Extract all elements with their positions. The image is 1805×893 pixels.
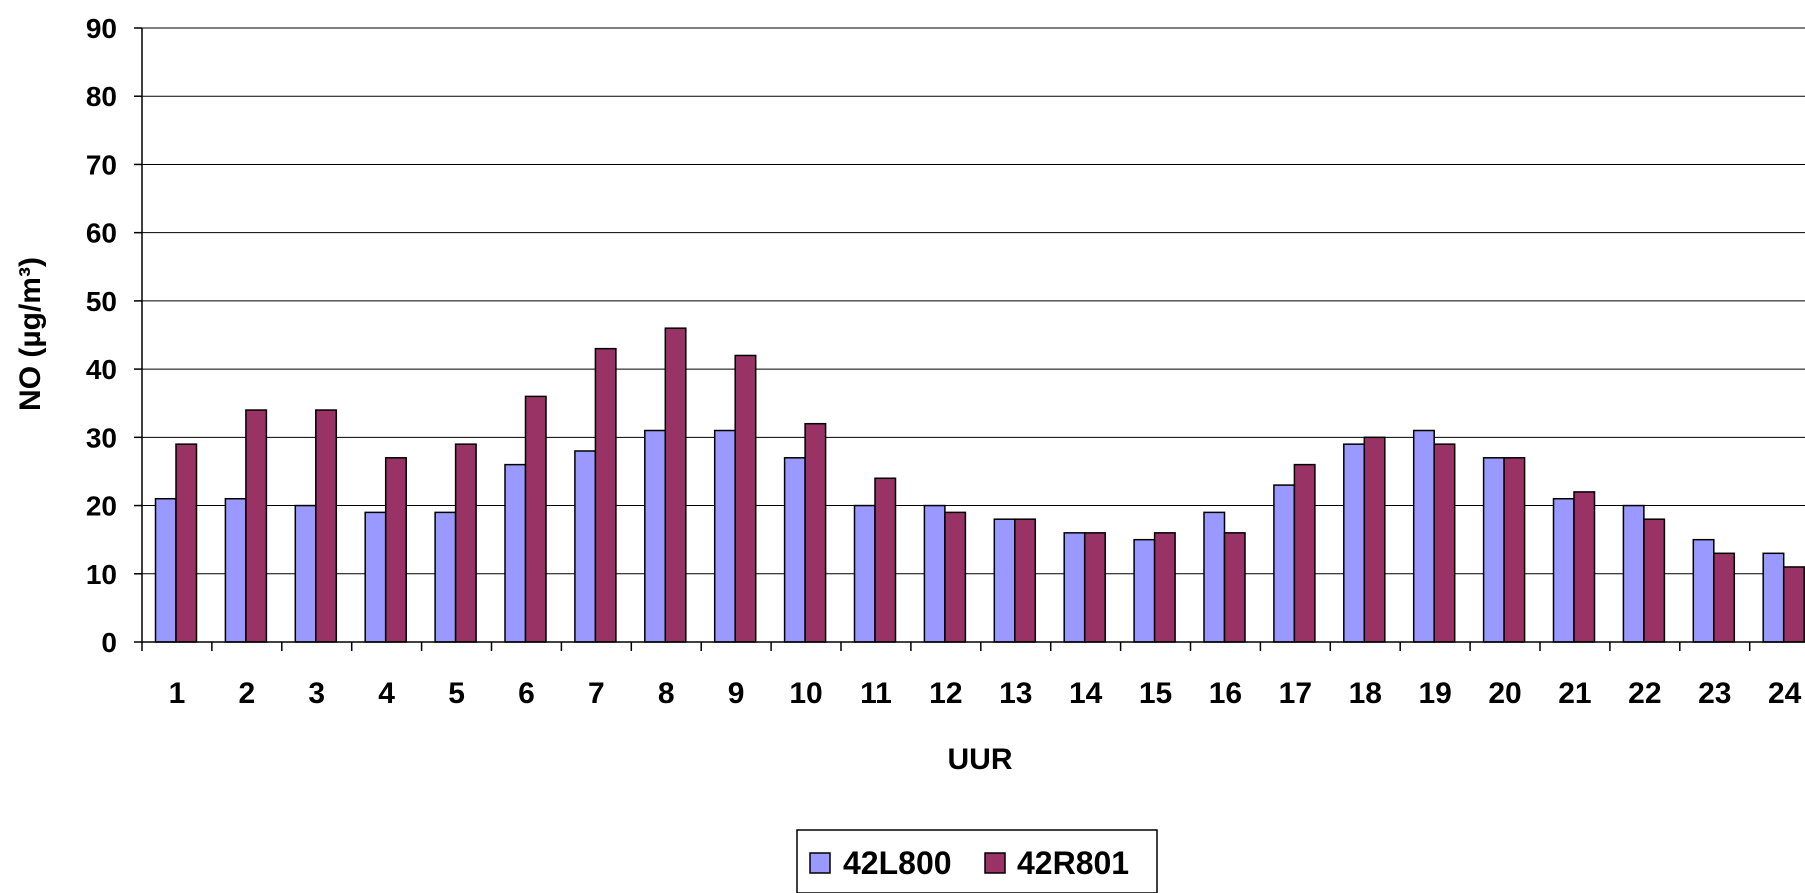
x-tick-label: 24 <box>1768 677 1802 710</box>
axes <box>141 28 1805 651</box>
bar-42R801-14 <box>1083 532 1106 643</box>
bar-42R801-13 <box>1014 518 1037 643</box>
x-tick-label: 13 <box>999 677 1032 710</box>
bar-42L800-19 <box>1412 429 1435 643</box>
bar-42R801-4 <box>384 457 407 643</box>
x-tick-label: 21 <box>1558 677 1591 710</box>
legend-label-42R801: 42R801 <box>1017 845 1129 881</box>
bar-42R801-22 <box>1643 518 1666 643</box>
x-tick-label: 3 <box>308 677 325 710</box>
bar-42L800-17 <box>1273 484 1296 643</box>
x-tick-label: 16 <box>1209 677 1242 710</box>
x-tick-label: 11 <box>860 677 892 710</box>
bar-42L800-15 <box>1133 538 1156 643</box>
x-axis-title: UUR <box>948 743 1013 776</box>
bar-42L800-24 <box>1762 552 1785 643</box>
gridlines <box>134 27 1805 643</box>
x-tick-label: 12 <box>929 677 962 710</box>
x-tick-label: 7 <box>588 677 605 710</box>
y-tick-label: 40 <box>86 354 117 385</box>
bar-42L800-4 <box>364 511 387 643</box>
bar-42R801-15 <box>1153 532 1176 643</box>
x-tick-label: 18 <box>1349 677 1382 710</box>
bar-42L800-20 <box>1482 457 1505 643</box>
bar-42L800-8 <box>644 429 667 643</box>
bar-42R801-8 <box>664 327 687 643</box>
bar-42L800-18 <box>1343 443 1366 643</box>
bar-42R801-17 <box>1293 463 1316 643</box>
bar-42R801-19 <box>1433 443 1456 643</box>
bar-42L800-9 <box>713 429 736 643</box>
bar-42L800-23 <box>1692 538 1715 643</box>
x-tick-labels: 1 2 3 4 5 6 7 8 9 10 11 12 13 14 15 16 17 18 19 20 21 22 23 24 <box>169 677 1802 710</box>
bar-42L800-3 <box>294 504 317 643</box>
legend: 42L800 42R801 <box>796 829 1158 893</box>
x-tick-label: 15 <box>1139 677 1172 710</box>
bar-42R801-21 <box>1573 491 1596 643</box>
bar-42L800-12 <box>923 504 946 643</box>
bar-42R801-2 <box>245 409 268 643</box>
y-tick-label: 50 <box>86 286 117 317</box>
bar-42L800-21 <box>1552 497 1575 643</box>
x-tick-label: 1 <box>169 677 186 710</box>
bar-42R801-10 <box>804 422 827 643</box>
bar-42R801-23 <box>1713 552 1736 643</box>
x-tick-label: 23 <box>1698 677 1731 710</box>
x-tick-label: 9 <box>728 677 745 710</box>
y-tick-label: 0 <box>101 627 117 658</box>
y-tick-label: 30 <box>86 422 117 453</box>
x-tick-label: 14 <box>1069 677 1103 710</box>
y-tick-label: 70 <box>86 149 117 180</box>
y-tick-label: 10 <box>86 559 117 590</box>
bar-42L800-7 <box>574 450 597 643</box>
bar-42R801-1 <box>175 443 198 643</box>
x-tick-label: 5 <box>448 677 465 710</box>
x-tick-label: 22 <box>1628 677 1661 710</box>
bar-42R801-6 <box>524 395 547 643</box>
bar-42L800-22 <box>1622 504 1645 643</box>
legend-swatch-42R801 <box>984 852 1006 874</box>
x-tick-label: 20 <box>1488 677 1521 710</box>
x-tick-label: 8 <box>658 677 675 710</box>
x-tick-label: 2 <box>239 677 256 710</box>
bar-42R801-18 <box>1363 436 1386 643</box>
x-tick-label: 6 <box>518 677 535 710</box>
bar-42L800-13 <box>993 518 1016 643</box>
bar-42R801-11 <box>874 477 897 643</box>
y-tick-label: 20 <box>86 491 117 522</box>
bar-42R801-16 <box>1223 532 1246 643</box>
bar-42R801-20 <box>1503 457 1526 643</box>
y-axis-title: NO (µg/m³) <box>14 257 47 411</box>
legend-box <box>796 829 1158 893</box>
bar-42L800-16 <box>1203 511 1226 643</box>
bar-42L800-6 <box>504 463 527 643</box>
bar-42R801-24 <box>1782 566 1805 643</box>
x-tick-label: 10 <box>789 677 822 710</box>
bar-42R801-12 <box>944 511 967 643</box>
legend-label-42L800: 42L800 <box>843 845 952 881</box>
bar-42R801-5 <box>454 443 477 643</box>
x-tick-label: 4 <box>378 677 395 710</box>
bar-42R801-9 <box>734 354 757 643</box>
bar-42L800-10 <box>783 457 806 643</box>
y-tick-label: 80 <box>86 81 117 112</box>
x-tick-label: 17 <box>1279 677 1312 710</box>
bar-42L800-1 <box>154 497 177 643</box>
bar-42R801-7 <box>594 347 617 643</box>
y-tick-label: 60 <box>86 218 117 249</box>
legend-swatch-42L800 <box>809 852 831 874</box>
y-tick-label: 90 <box>86 13 117 44</box>
x-tick-label: 19 <box>1418 677 1451 710</box>
bar-42L800-14 <box>1063 532 1086 643</box>
bar-42R801-3 <box>315 409 338 643</box>
bars-group <box>154 327 1805 643</box>
bar-42L800-2 <box>224 497 247 643</box>
bar-42L800-11 <box>853 504 876 643</box>
bar-42L800-5 <box>434 511 457 643</box>
y-tick-labels: 0 10 20 30 40 50 60 70 80 90 <box>86 13 117 658</box>
